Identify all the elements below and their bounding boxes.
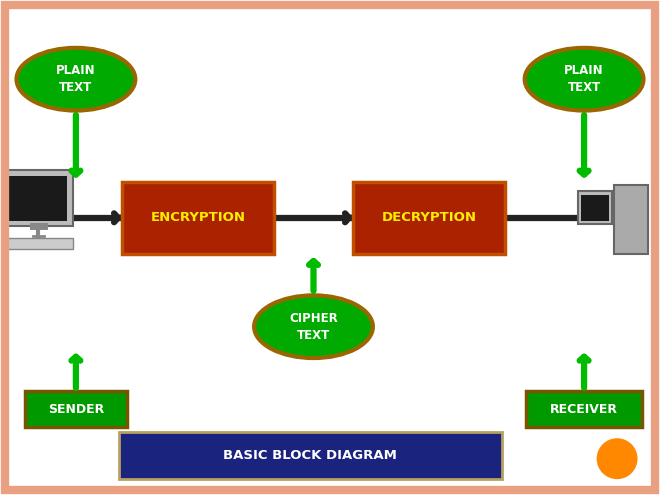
FancyBboxPatch shape [614,185,648,254]
Text: PLAIN
TEXT: PLAIN TEXT [56,64,96,94]
FancyBboxPatch shape [24,391,127,427]
FancyBboxPatch shape [119,432,502,479]
Text: RECEIVER: RECEIVER [550,403,618,416]
FancyBboxPatch shape [527,391,642,427]
Text: ENCRYPTION: ENCRYPTION [150,211,246,224]
FancyBboxPatch shape [4,170,73,226]
Ellipse shape [597,438,638,479]
Text: PLAIN
TEXT: PLAIN TEXT [564,64,604,94]
Ellipse shape [16,48,135,110]
Ellipse shape [254,296,373,358]
Ellipse shape [525,48,644,110]
FancyBboxPatch shape [578,192,612,224]
FancyBboxPatch shape [581,195,609,221]
FancyBboxPatch shape [353,182,505,254]
FancyBboxPatch shape [122,182,274,254]
Text: BASIC BLOCK DIAGRAM: BASIC BLOCK DIAGRAM [223,449,397,462]
Text: SENDER: SENDER [48,403,104,416]
Text: CIPHER
TEXT: CIPHER TEXT [289,312,338,342]
FancyBboxPatch shape [4,238,73,249]
FancyBboxPatch shape [9,176,67,221]
Text: DECRYPTION: DECRYPTION [381,211,477,224]
